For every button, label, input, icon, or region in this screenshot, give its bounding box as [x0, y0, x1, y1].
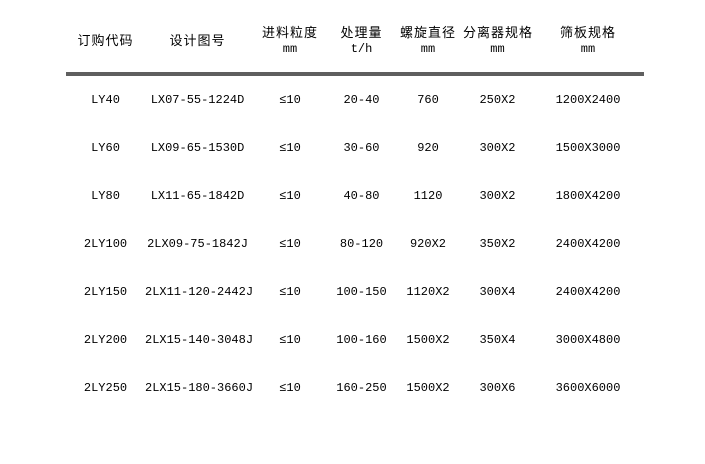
table-cell: LX09-65-1530D — [150, 141, 245, 155]
table-cell: 2LX15-140-3048J — [145, 333, 254, 347]
table-cell: LX07-55-1224D — [150, 93, 245, 107]
table-cell: 920X2 — [409, 237, 446, 251]
column-header-label: 分离器规格 — [463, 26, 534, 41]
table-cell: 1800X4200 — [555, 189, 621, 203]
column-header-unit: mm — [490, 42, 505, 56]
table-cell: 40-80 — [343, 189, 380, 203]
table-cell: 1500X2 — [406, 333, 450, 347]
table-cell: 300X4 — [479, 285, 516, 299]
table-cell: 760 — [417, 93, 439, 107]
column-header: 设计图号 — [145, 10, 250, 76]
table-cell: ≤10 — [279, 93, 301, 107]
table-cell: LY60 — [91, 141, 120, 155]
table-cell: 2LX11-120-2442J — [145, 285, 254, 299]
table-cell: 30-60 — [343, 141, 380, 155]
table-cell: 3600X6000 — [555, 381, 621, 395]
table-cell: ≤10 — [279, 333, 301, 347]
table-row: 2LY250 2LX15-180-3660J ≤10 160-250 1500X2 300… — [66, 364, 644, 412]
table-row: LY40 LX07-55-1224D ≤10 20-40 760 250X2 1200X24… — [66, 74, 644, 124]
table-cell: LY40 — [91, 93, 120, 107]
table-cell: 1120 — [413, 189, 443, 203]
table-header: 订购代码 设计图号 进料粒度 mm 处理量 t/h 螺旋直径 mm 分离器规格 mm 筛板规格 mm — [66, 10, 644, 76]
table-cell: ≤10 — [279, 237, 301, 251]
table-cell: 1500X2 — [406, 381, 450, 395]
column-header: 处理量 t/h — [330, 10, 393, 76]
table-cell: 100-160 — [336, 333, 387, 347]
column-header-label: 进料粒度 — [261, 26, 318, 41]
table-cell: 1120X2 — [406, 285, 450, 299]
table-row: 2LY100 2LX09-75-1842J ≤10 80-120 920X2 350X2 2… — [66, 220, 644, 268]
table-cell: 2400X4200 — [555, 285, 621, 299]
column-header-label: 筛板规格 — [559, 26, 616, 41]
table-cell: ≤10 — [279, 381, 301, 395]
table-header-row: 订购代码 设计图号 进料粒度 mm 处理量 t/h 螺旋直径 mm 分离器规格 mm 筛板规格 mm — [66, 10, 644, 76]
table-cell: ≤10 — [279, 285, 301, 299]
column-header: 分离器规格 mm — [463, 10, 534, 76]
table-cell: 3000X4800 — [555, 333, 621, 347]
table-row: LY60 LX09-65-1530D ≤10 30-60 920 300X2 1500X30… — [66, 124, 644, 172]
column-header: 进料粒度 mm — [250, 10, 330, 76]
column-header-label: 螺旋直径 — [399, 26, 456, 41]
table-cell: 2LX09-75-1842J — [147, 237, 248, 251]
table-cell: 2LY150 — [83, 285, 128, 299]
column-header-unit: mm — [420, 42, 436, 56]
column-header-unit: t/h — [350, 42, 373, 56]
table-cell: 350X4 — [479, 333, 516, 347]
column-header-label: 订购代码 — [77, 33, 134, 49]
table-cell: 300X2 — [479, 141, 516, 155]
table-cell: 300X2 — [479, 189, 516, 203]
table-row: 2LY200 2LX15-140-3048J ≤10 100-160 1500X2 350… — [66, 316, 644, 364]
table-cell: 2LY250 — [83, 381, 128, 395]
product-spec-table: 订购代码 设计图号 进料粒度 mm 处理量 t/h 螺旋直径 mm 分离器规格 mm 筛板规格 mm … — [66, 10, 644, 412]
column-header-unit: mm — [282, 42, 298, 56]
column-header-label: 处理量 — [340, 26, 383, 41]
table-cell: 160-250 — [336, 381, 387, 395]
column-header: 筛板规格 mm — [532, 10, 644, 76]
column-header: 螺旋直径 mm — [393, 10, 463, 76]
table-body: LY40 LX07-55-1224D ≤10 20-40 760 250X2 1200X24… — [66, 74, 644, 412]
table-cell: 80-120 — [339, 237, 384, 251]
table-cell: 1200X2400 — [555, 93, 621, 107]
column-header-label: 设计图号 — [169, 33, 226, 49]
table-cell: LY80 — [91, 189, 120, 203]
table-row: 2LY150 2LX11-120-2442J ≤10 100-150 1120X2 300… — [66, 268, 644, 316]
table-cell: 2LY200 — [83, 333, 128, 347]
table-row: LY80 LX11-65-1842D ≤10 40-80 1120 300X2 1800X4… — [66, 172, 644, 220]
column-header-unit: mm — [580, 42, 596, 56]
table-cell: 2LY100 — [83, 237, 128, 251]
table-cell: 2LX15-180-3660J — [145, 381, 254, 395]
table-cell: ≤10 — [279, 141, 301, 155]
table-cell: 350X2 — [479, 237, 516, 251]
table-cell: 300X6 — [479, 381, 516, 395]
table-cell: 2400X4200 — [555, 237, 621, 251]
table-cell: 1500X3000 — [555, 141, 621, 155]
table-cell: 920 — [417, 141, 439, 155]
column-header: 订购代码 — [66, 10, 145, 76]
table-cell: 250X2 — [479, 93, 516, 107]
table-cell: 20-40 — [343, 93, 380, 107]
table-cell: 100-150 — [336, 285, 387, 299]
table-cell: LX11-65-1842D — [150, 189, 245, 203]
table-cell: ≤10 — [279, 189, 301, 203]
